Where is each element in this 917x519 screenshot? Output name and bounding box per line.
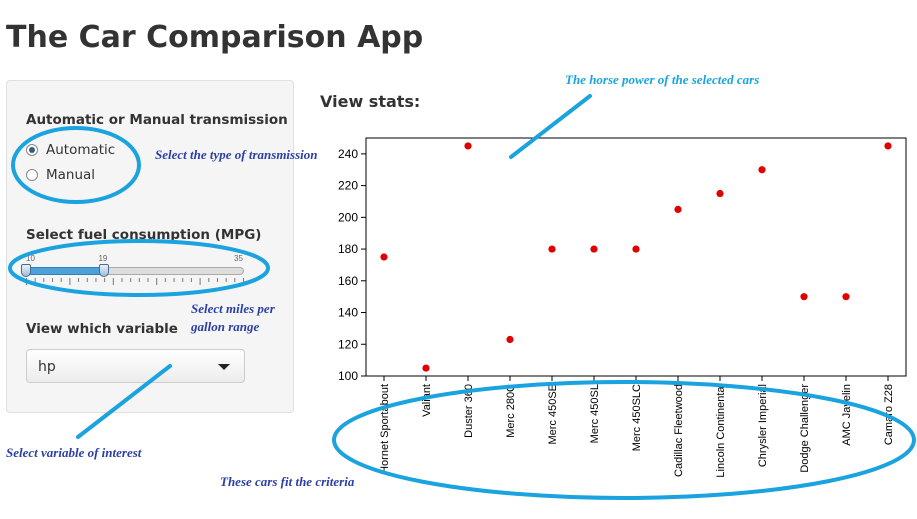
chart-plot-frame xyxy=(365,137,907,377)
y-tick-label: 120 xyxy=(338,337,358,351)
annotation-mpg: Select miles per gallon range xyxy=(191,301,275,334)
app-title: The Car Comparison App xyxy=(6,20,424,55)
data-point xyxy=(590,245,598,253)
transmission-label: Automatic or Manual transmission xyxy=(26,112,288,128)
data-point xyxy=(464,142,472,150)
x-tick-label: Valiant xyxy=(421,384,433,417)
data-point xyxy=(842,293,850,301)
x-tick-label: Camaro Z28 xyxy=(883,384,895,445)
x-tick-label: Hornet Sportabout xyxy=(379,384,391,474)
x-tick-label: Duster 360 xyxy=(463,384,475,438)
variable-label: View which variable xyxy=(26,321,178,337)
y-tick-label: 160 xyxy=(338,274,358,288)
y-tick-label: 240 xyxy=(338,147,358,161)
y-tick-label: 200 xyxy=(338,210,358,224)
view-stats-heading: View stats: xyxy=(320,92,421,111)
x-tick-label: Cadillac Fleetwood xyxy=(673,384,685,477)
x-tick-label: Merc 450SLC xyxy=(631,384,643,451)
x-tick-label: AMC Javelin xyxy=(841,384,853,446)
data-point xyxy=(380,253,388,261)
chevron-down-icon[interactable] xyxy=(218,364,230,370)
x-tick-label: Lincoln Continental xyxy=(715,384,727,478)
data-point xyxy=(548,245,556,253)
annotation-variable: Select variable of interest xyxy=(6,445,142,460)
y-tick-label: 140 xyxy=(338,306,358,320)
y-tick-label: 100 xyxy=(338,369,358,383)
y-tick-label: 180 xyxy=(338,242,358,256)
data-point xyxy=(674,205,682,213)
x-tick-label: Chrysler Imperial xyxy=(757,384,769,467)
variable-select-value: hp xyxy=(38,359,56,375)
x-tick-label: Dodge Challenger xyxy=(799,384,811,473)
data-point xyxy=(506,335,514,344)
data-point xyxy=(632,245,640,253)
x-tick-label: Merc 450SE xyxy=(547,384,559,445)
data-point xyxy=(884,142,892,150)
data-point xyxy=(758,166,766,174)
x-tick-label: Merc 450SL xyxy=(589,384,601,443)
data-point xyxy=(422,364,430,372)
annotation-transmission: Select the type of transmission xyxy=(155,147,318,162)
x-tick-label: Merc 280C xyxy=(505,384,517,438)
y-tick-label: 220 xyxy=(338,179,358,193)
annotation-horsepower: The horse power of the selected cars xyxy=(565,72,760,87)
annotation-cars: These cars fit the criteria xyxy=(220,474,355,489)
data-point xyxy=(800,293,808,301)
data-point xyxy=(716,189,724,198)
